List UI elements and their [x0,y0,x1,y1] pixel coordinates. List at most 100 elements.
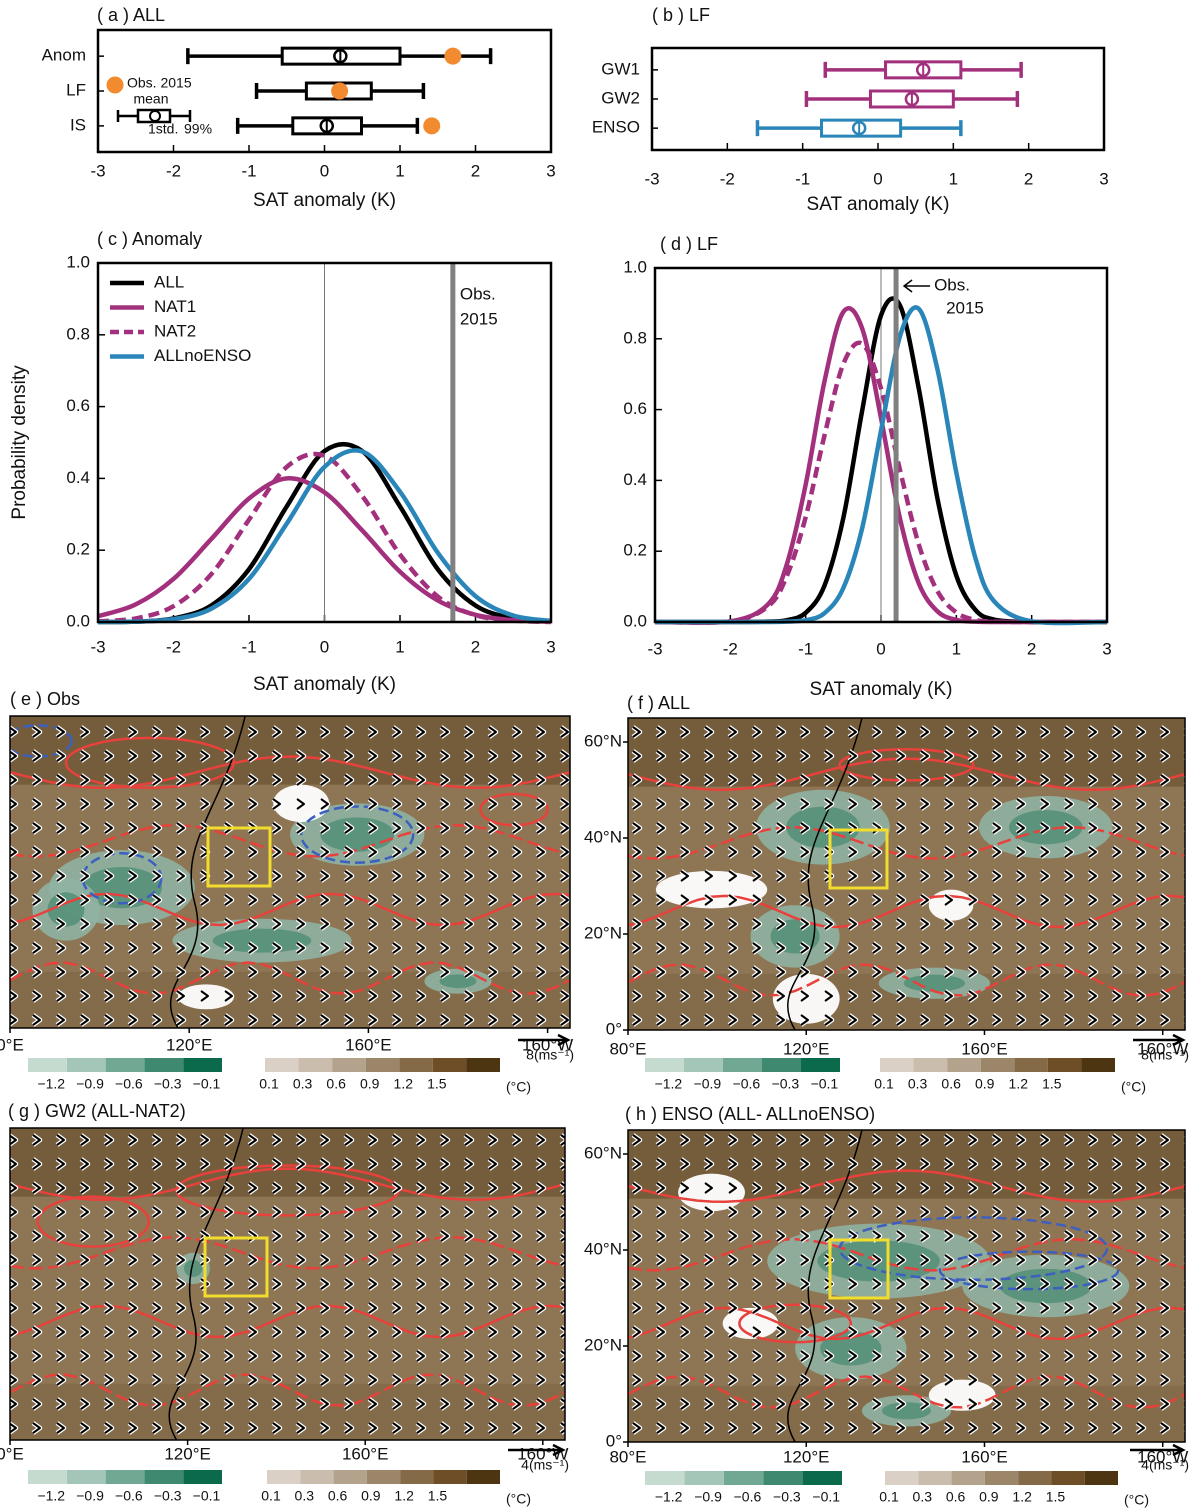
colorbar-swatch [432,1058,467,1072]
colorbar-swatch [763,1471,803,1485]
y-tick-label: 0.0 [66,611,90,630]
colorbar-swatch [1014,1058,1048,1072]
colorbar-label: −1.2 [655,1489,683,1505]
colorbar-label: 0.3 [295,1488,315,1504]
x-tick-label: 120°E [164,1444,211,1463]
colorbar-swatch [333,1470,367,1484]
x-tick-label: 160°E [345,1035,392,1054]
x-tick-label: 3 [546,161,555,180]
category-label: IS [70,115,86,134]
map-frame [9,1127,566,1441]
x-tick-label: -1 [798,639,813,658]
obs-label: 2015 [946,298,984,317]
colorbar-swatch [365,1058,400,1072]
legend-label: 99% [184,121,212,137]
x-tick-label: 120°E [783,1039,830,1058]
target-region [828,1238,890,1300]
colorbar-swatch [880,1058,914,1072]
colorbar-label: −0.1 [193,1488,221,1504]
colorbar-swatch [801,1058,840,1072]
colorbar-label: 0.3 [908,1076,928,1092]
x-tick-label: 2 [471,161,480,180]
colorbar-swatch [300,1470,334,1484]
target-region [206,826,272,888]
panel-title: ( b ) LF [652,5,710,25]
colorbar-label: −0.3 [154,1076,182,1092]
panel-title: ( g ) GW2 (ALL-NAT2) [8,1101,186,1121]
colorbar-label: −0.6 [734,1489,762,1505]
colorbar-label: −0.1 [193,1076,221,1092]
colorbar-label: 1.5 [427,1076,447,1092]
wind-vectors [10,1128,565,1440]
colorbar-swatch [433,1470,467,1484]
x-tick-label: 160°W [1137,1447,1188,1466]
plot-frame [653,266,1109,624]
mean-marker [904,91,920,107]
colorbar-unit: (°C) [506,1491,531,1507]
y-tick-label: 60°N [584,1143,622,1162]
x-tick-label: 120°E [166,1035,213,1054]
colorbar-label: 0.1 [879,1489,899,1505]
colorbar-label: −0.9 [76,1488,104,1504]
colorbar-label: 0.1 [261,1488,281,1504]
colorbar-label: 0.1 [874,1076,894,1092]
colorbar-swatch [28,1058,67,1072]
colorbar-swatch [802,1471,842,1485]
plot-frame [96,28,553,154]
colorbar-label: −0.1 [811,1076,839,1092]
mean-marker [319,118,335,134]
x-tick-label: 3 [1102,639,1111,658]
panel-title: ( c ) Anomaly [97,229,202,249]
y-tick-label: 20°N [584,923,622,942]
colorbar-swatch [980,1058,1015,1072]
colorbar-label: 0.3 [293,1076,313,1092]
colorbar-swatch [66,1470,106,1484]
y-tick-label: 0.6 [623,399,647,418]
vector-key-arrow [1130,1443,1186,1457]
colorbar-swatch [1047,1058,1082,1072]
colorbar-label: −0.3 [772,1076,800,1092]
y-tick-label: 0.2 [66,540,90,559]
legend-label: 1std. [148,121,178,137]
x-tick-label: 2 [1027,639,1036,658]
map-frame [627,717,1186,1031]
map-field [628,1130,1185,1442]
legend-box [136,108,172,124]
obs-label: 2015 [460,309,498,328]
colorbar-swatch-end [466,1058,500,1072]
colorbar-swatch [684,1471,724,1485]
colorbar-label: 0.9 [979,1489,999,1505]
x-tick-label: 0 [876,639,885,658]
series-line [97,476,552,624]
vector-key-label: 8(ms⁻¹) [1141,1047,1189,1063]
colorbar-swatch [951,1471,985,1485]
series-line [654,340,1108,625]
colorbar-swatch [66,1058,106,1072]
colorbar-swatch [684,1058,723,1072]
x-tick-label: 0 [320,637,329,656]
vector-key-label: 4(ms⁻¹) [1141,1457,1189,1473]
obs-point [423,117,441,135]
panel-title: ( h ) ENSO (ALL- ALLnoENSO) [625,1104,875,1124]
colorbar-swatch [366,1470,401,1484]
y-axis-label: Probability density [9,365,30,520]
colorbar-unit: (°C) [506,1079,531,1095]
panel-title: ( f ) ALL [627,693,690,713]
x-tick-label: 1 [949,169,958,188]
vector-key-arrow [518,1033,571,1047]
legend-label: NAT1 [154,297,196,316]
legend-label: ALL [154,272,184,291]
x-tick-label: -2 [720,169,735,188]
map-frame [627,1129,1186,1443]
category-label: LF [66,80,86,99]
colorbar-swatch [1051,1471,1085,1485]
colorbar-label: 1.5 [1042,1076,1062,1092]
colorbar-unit: (°C) [1121,1079,1146,1095]
wind-vectors [628,1130,1185,1442]
legend-label: Obs. 2015 [127,75,192,91]
x-tick-label: 0°E [0,1035,24,1054]
colorbar-swatch [1018,1471,1052,1485]
y-tick-label: 0.0 [623,611,647,630]
colorbar-label: 1.2 [394,1076,414,1092]
colorbar-swatch-end [1084,1471,1118,1485]
